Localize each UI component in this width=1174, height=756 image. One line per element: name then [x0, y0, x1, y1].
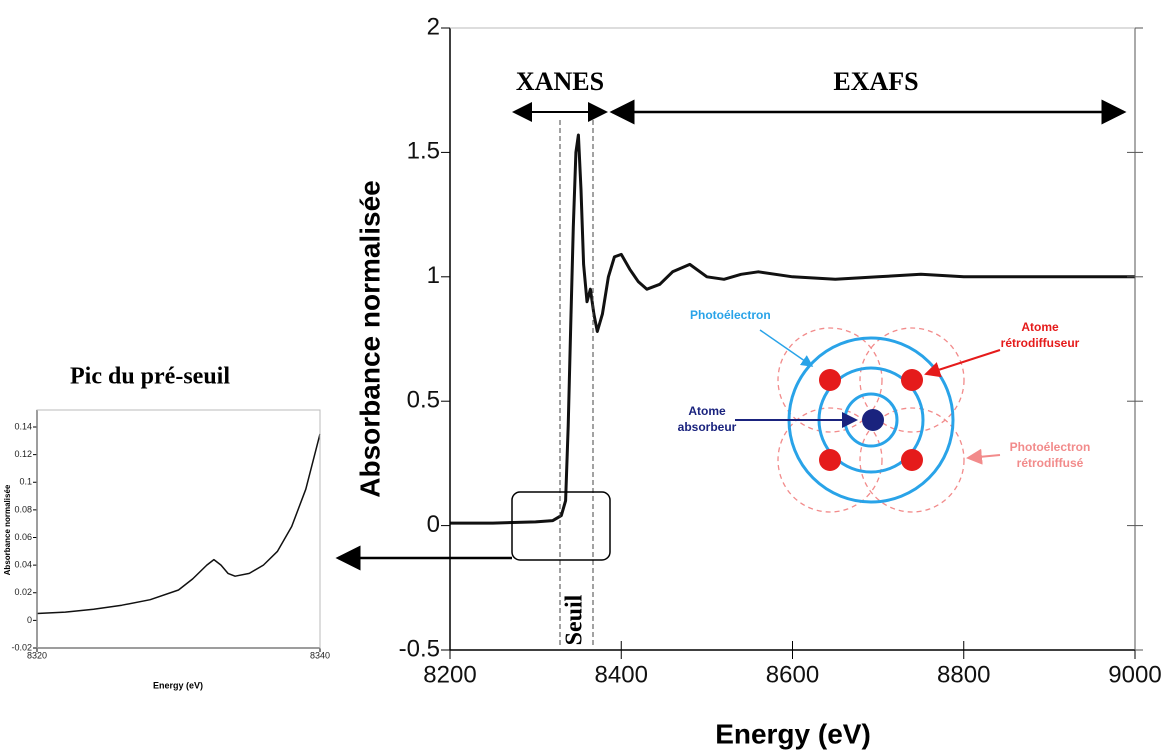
data-line — [450, 133, 1135, 525]
y-tick-label: -0.5 — [399, 635, 440, 662]
pre-edge-box — [511, 491, 611, 561]
y-tick-label: 0.5 — [407, 387, 440, 414]
seuil-label: Seuil — [562, 594, 588, 645]
x-tick-label: 9000 — [1108, 661, 1161, 688]
y-tick-label: 0.12 — [14, 449, 32, 459]
inset-x-label: Energy (eV) — [153, 680, 203, 690]
inset-title: Pic du pré-seuil — [70, 364, 230, 390]
x-tick-label: 8340 — [310, 650, 330, 660]
y-tick-label: 0.1 — [19, 477, 32, 487]
x-tick-label: 8600 — [766, 661, 819, 688]
absorber-label: absorbeur — [678, 420, 737, 434]
x-axis-label: Energy (eV) — [715, 718, 871, 749]
data-line — [36, 433, 321, 615]
backscattered-label: rétrodiffusé — [1017, 456, 1084, 470]
exafs-label: EXAFS — [833, 67, 918, 96]
y-tick-label: 0.04 — [14, 560, 32, 570]
x-tick-label: 8200 — [423, 661, 476, 688]
y-tick-label: 0.06 — [14, 532, 32, 542]
y-tick-label: 0.08 — [14, 504, 32, 514]
photoelectron-label: Photoélectron — [690, 308, 771, 322]
y-tick-label: 1.5 — [407, 138, 440, 165]
x-tick-label: 8320 — [27, 650, 47, 660]
y-tick-label: 0.14 — [14, 421, 32, 431]
backscattered-label: Photoélectron — [1010, 440, 1091, 454]
backscatterer-label: rétrodiffuseur — [1001, 336, 1080, 350]
backscatterer-label: Atome — [1021, 320, 1059, 334]
y-tick-label: 1 — [427, 262, 440, 289]
y-tick-label: 0 — [427, 511, 440, 538]
y-tick-label: 0.02 — [14, 587, 32, 597]
x-tick-label: 8400 — [595, 661, 648, 688]
y-tick-label: -0.02 — [11, 642, 32, 652]
xanes-label: XANES — [516, 67, 604, 96]
plot-frame — [36, 409, 321, 649]
inset-y-label: Absorbance normalisée — [3, 484, 12, 575]
scattering-diagram — [735, 327, 1001, 513]
y-axis-label: Absorbance normalisée — [354, 180, 385, 497]
y-tick-label: 0 — [27, 615, 32, 625]
absorber-label: Atome — [688, 404, 726, 418]
x-tick-label: 8800 — [937, 661, 990, 688]
y-tick-label: 2 — [427, 13, 440, 40]
